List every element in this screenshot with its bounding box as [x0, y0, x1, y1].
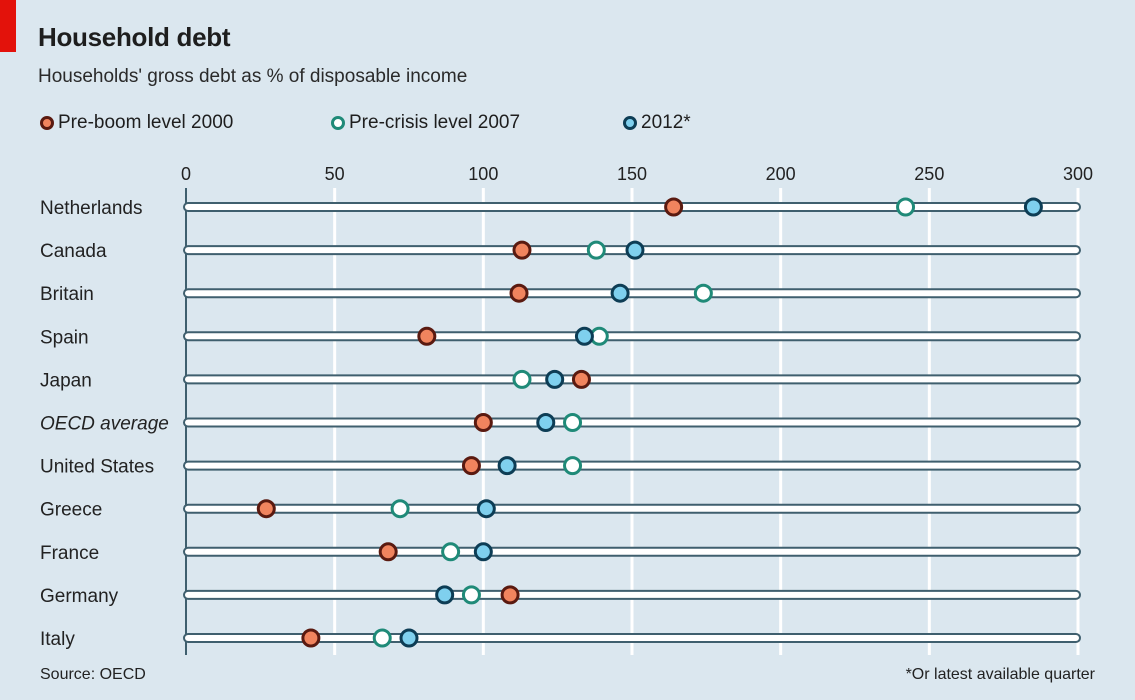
data-point-united-states-2007	[563, 456, 583, 476]
data-point-oecd-average-2000	[473, 413, 493, 432]
row-track	[183, 589, 1081, 600]
data-point-greece-2012	[476, 499, 496, 519]
row-label: OECD average	[40, 414, 169, 435]
row-track	[183, 546, 1081, 557]
legend-item-2000: Pre-boom level 2000	[40, 112, 233, 134]
legend-label-2012: 2012*	[641, 112, 691, 133]
data-point-netherlands-2012	[1023, 197, 1043, 217]
row-label: Canada	[40, 241, 107, 262]
data-point-france-2000	[378, 542, 398, 562]
legend-item-2007: Pre-crisis level 2007	[331, 112, 520, 134]
row-label: Greece	[40, 500, 102, 521]
source-note: Source: OECD	[40, 666, 146, 683]
chart-subtitle: Households' gross debt as % of disposabl…	[38, 66, 468, 87]
row-label: Netherlands	[40, 198, 142, 219]
x-tick-label: 50	[325, 164, 345, 184]
data-point-britain-2012	[610, 283, 630, 303]
row-track	[183, 503, 1081, 514]
legend-marker-2000-icon	[40, 116, 54, 130]
x-tick-label: 100	[468, 164, 498, 184]
data-point-france-2012	[473, 542, 493, 562]
data-point-germany-2000	[500, 585, 520, 605]
x-tick-label: 200	[766, 164, 796, 184]
row-track	[183, 331, 1081, 342]
data-point-greece-2007	[390, 499, 410, 519]
data-point-japan-2000	[571, 369, 591, 389]
x-tick-label: 250	[914, 164, 944, 184]
row-track	[183, 288, 1081, 299]
row-label: France	[40, 543, 99, 564]
data-point-japan-2012	[545, 369, 565, 389]
row-track	[183, 460, 1081, 471]
row-label: United States	[40, 457, 154, 478]
data-point-italy-2007	[372, 628, 392, 648]
data-point-canada-2007	[586, 240, 606, 260]
legend-marker-2007-icon	[331, 116, 345, 130]
data-point-netherlands-2007	[896, 197, 916, 217]
row-label: Japan	[40, 370, 92, 391]
chart-title: Household debt	[38, 22, 231, 52]
row-track	[183, 417, 1081, 428]
data-point-germany-2012	[435, 585, 455, 605]
data-point-greece-2000	[256, 499, 276, 519]
data-point-spain-2000	[417, 326, 437, 346]
row-label: Spain	[40, 327, 89, 348]
legend-marker-2012-icon	[623, 116, 637, 130]
legend-item-2012: 2012*	[623, 112, 691, 134]
x-tick-label: 300	[1063, 164, 1093, 184]
x-tick-label: 0	[181, 164, 191, 184]
brand-red-bar	[0, 0, 16, 52]
footnote: *Or latest available quarter	[905, 666, 1095, 683]
legend-label-2007: Pre-crisis level 2007	[349, 112, 521, 133]
x-tick-label: 150	[617, 164, 647, 184]
data-point-france-2007	[441, 542, 461, 562]
data-point-spain-2012	[574, 326, 594, 346]
row-label: Britain	[40, 284, 94, 305]
data-point-netherlands-2000	[664, 197, 684, 217]
data-point-united-states-2012	[497, 456, 517, 476]
data-point-oecd-average-2012	[536, 413, 556, 432]
row-label: Germany	[40, 586, 119, 607]
row-track	[183, 202, 1081, 212]
row-track	[183, 374, 1081, 385]
row-label: Italy	[40, 629, 75, 650]
data-point-britain-2000	[509, 283, 529, 303]
data-point-united-states-2000	[461, 456, 481, 476]
data-point-canada-2012	[625, 240, 645, 260]
data-point-britain-2007	[693, 283, 713, 303]
data-point-japan-2007	[512, 369, 532, 389]
data-point-canada-2000	[512, 240, 532, 260]
legend-label-2000: Pre-boom level 2000	[58, 112, 234, 133]
data-point-italy-2012	[399, 628, 419, 648]
data-point-oecd-average-2007	[563, 413, 583, 432]
data-point-italy-2000	[301, 628, 321, 648]
data-point-germany-2007	[461, 585, 481, 605]
